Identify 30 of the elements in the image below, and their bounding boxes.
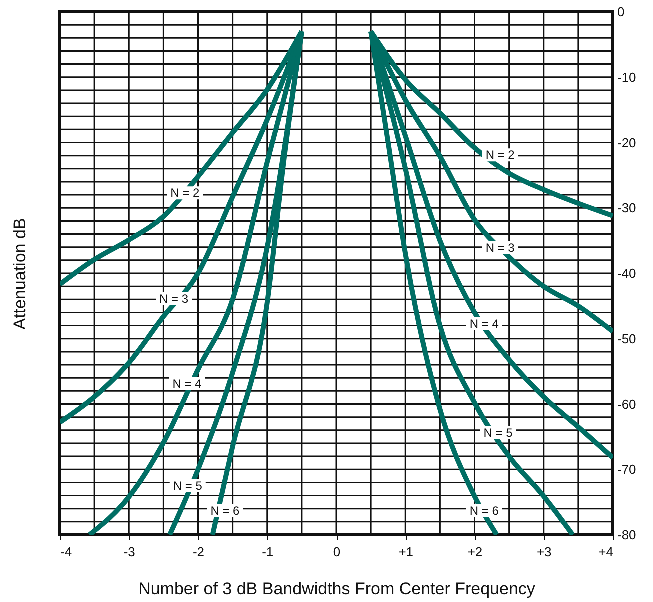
x-tick-label: 0: [333, 544, 341, 560]
x-tick-label: +1: [398, 544, 414, 560]
x-tick-label: -2: [192, 544, 205, 560]
x-tick-label: +3: [536, 544, 552, 560]
annotation: N = 2: [486, 148, 516, 162]
y-axis-title: Attenuation dB: [10, 218, 30, 330]
y-tick-label: -30: [618, 200, 636, 216]
annotation: N = 5: [484, 426, 514, 440]
y-tick-label: -60: [618, 396, 636, 412]
y-tick-label: -10: [618, 70, 636, 85]
y-tick-label: -50: [618, 331, 636, 346]
annotation: N = 3: [160, 292, 189, 306]
y-tick-label: -40: [618, 266, 636, 281]
y-tick-label: -80: [618, 528, 636, 542]
x-tick-label: -3: [124, 544, 136, 560]
x-tick-label: +4: [598, 544, 614, 560]
annotation: N = 4: [470, 316, 500, 331]
x-axis-title: Number of 3 dB Bandwidths From Center Frequency: [138, 580, 536, 598]
annotation: N = 3: [486, 241, 516, 256]
y-tick-label: -20: [618, 135, 636, 150]
annotation: N = 6: [470, 504, 500, 518]
annotation: N = 4: [172, 376, 202, 391]
annotation: N = 2: [170, 186, 200, 200]
y-tick-label: -70: [618, 462, 636, 478]
annotation: N = 5: [173, 478, 203, 493]
x-tick-label: +2: [468, 544, 483, 560]
annotation: N = 6: [210, 504, 240, 518]
y-tick-label: 0: [618, 4, 625, 20]
x-tick-label: -4: [60, 544, 72, 560]
x-tick-label: -1: [262, 544, 274, 560]
